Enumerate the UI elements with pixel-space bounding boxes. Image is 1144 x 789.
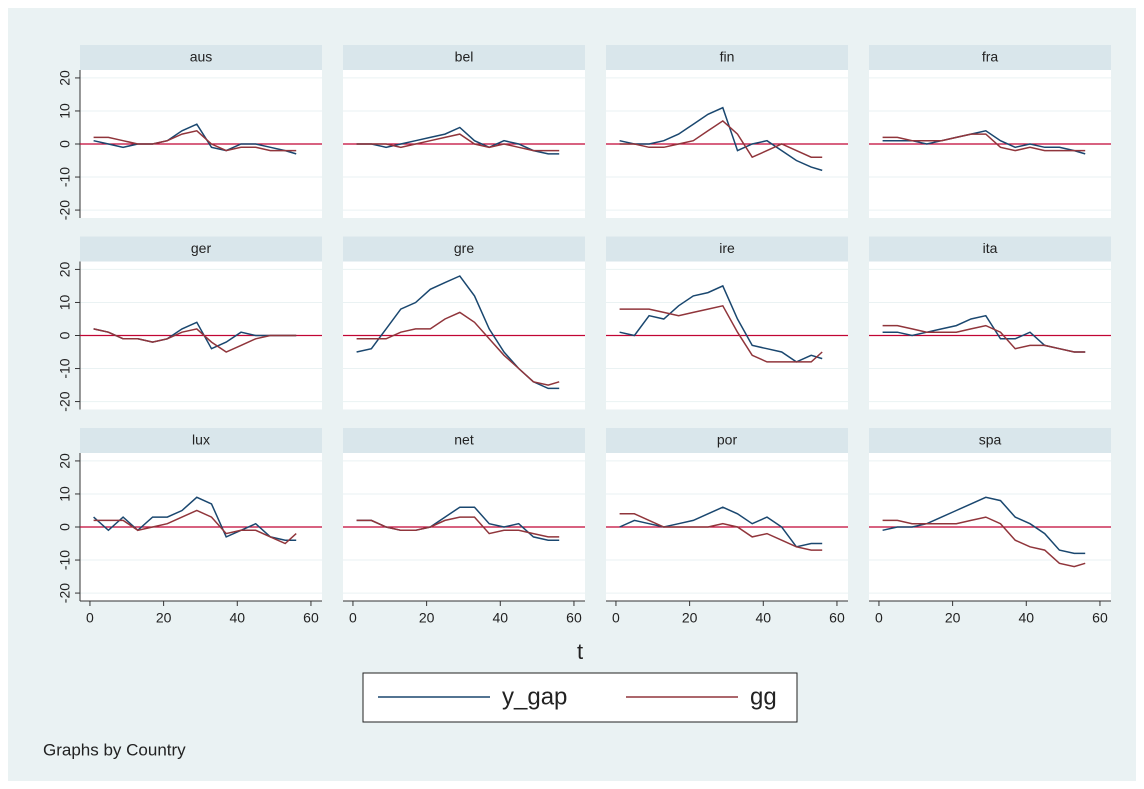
y-tick-label: 20 [57,453,73,469]
panel-title: fin [720,49,735,65]
panel-title: ita [983,240,998,256]
x-tick-label: 60 [303,610,319,626]
panel-title: gre [454,240,474,256]
x-tick-label: 60 [829,610,845,626]
series-line [356,516,560,538]
x-tick-label: 0 [612,610,620,626]
panel-header [606,236,848,262]
x-tick-label: 0 [86,610,94,626]
series-line [619,106,823,172]
legend-label: y_gap [502,683,567,710]
x-tick-label: 60 [1092,610,1108,626]
panel-title: bel [455,49,474,65]
x-tick-label: 40 [492,610,508,626]
series-line [93,496,297,541]
series-line [356,311,560,386]
panel-title: ger [191,240,212,256]
series-line [882,496,1086,555]
legend-label: gg [750,683,777,710]
panel-title: lux [192,432,210,448]
panel-header [343,45,585,70]
panel-title: ire [719,240,735,256]
y-tick-label: -10 [57,167,73,187]
panel-header [869,45,1111,70]
series-line [882,324,1086,353]
series-line [356,133,560,152]
y-tick-label: 20 [57,261,73,277]
x-tick-label: 0 [875,610,883,626]
panel-title: fra [982,49,999,65]
x-tick-label: 40 [229,610,245,626]
y-tick-label: -10 [57,358,73,378]
panel-header [606,428,848,453]
panel-title: por [717,432,738,448]
y-tick-label: 0 [57,140,73,148]
series-line [619,506,823,548]
panel-header [80,236,322,262]
x-tick-label: 20 [682,610,698,626]
y-tick-label: 0 [57,331,73,339]
x-tick-label: 40 [1018,610,1034,626]
series-line [93,123,297,155]
y-tick-label: 10 [57,486,73,502]
x-tick-label: 0 [349,610,357,626]
panel-header [80,45,322,70]
panel-header [80,428,322,453]
series-line [882,129,1086,155]
y-tick-label: 20 [57,70,73,86]
series-line [619,284,823,363]
series-line [619,513,823,551]
y-tick-label: 10 [57,294,73,310]
series-line [356,126,560,155]
y-tick-label: 10 [57,103,73,119]
x-axis-title: t [577,639,583,664]
x-tick-label: 60 [566,610,582,626]
x-tick-label: 40 [755,610,771,626]
y-tick-label: -10 [57,550,73,570]
x-tick-label: 20 [419,610,435,626]
panel-header [869,236,1111,262]
y-tick-label: -20 [57,200,73,220]
panel-title: spa [979,432,1002,448]
series-line [93,328,297,353]
x-tick-label: 20 [156,610,172,626]
panel-header [869,428,1111,453]
series-line [93,509,297,545]
panel-header [343,236,585,262]
note: Graphs by Country [43,740,186,759]
panel-header [343,428,585,453]
y-tick-label: 0 [57,523,73,531]
series-line [93,129,297,152]
series-line [619,304,823,363]
series-line [882,516,1086,568]
y-tick-label: -20 [57,391,73,411]
panel-title: aus [190,49,213,65]
panel-title: net [454,432,474,448]
y-tick-label: -20 [57,583,73,603]
panel-header [606,45,848,70]
x-tick-label: 20 [945,610,961,626]
series-line [619,119,823,159]
series-line [882,133,1086,152]
